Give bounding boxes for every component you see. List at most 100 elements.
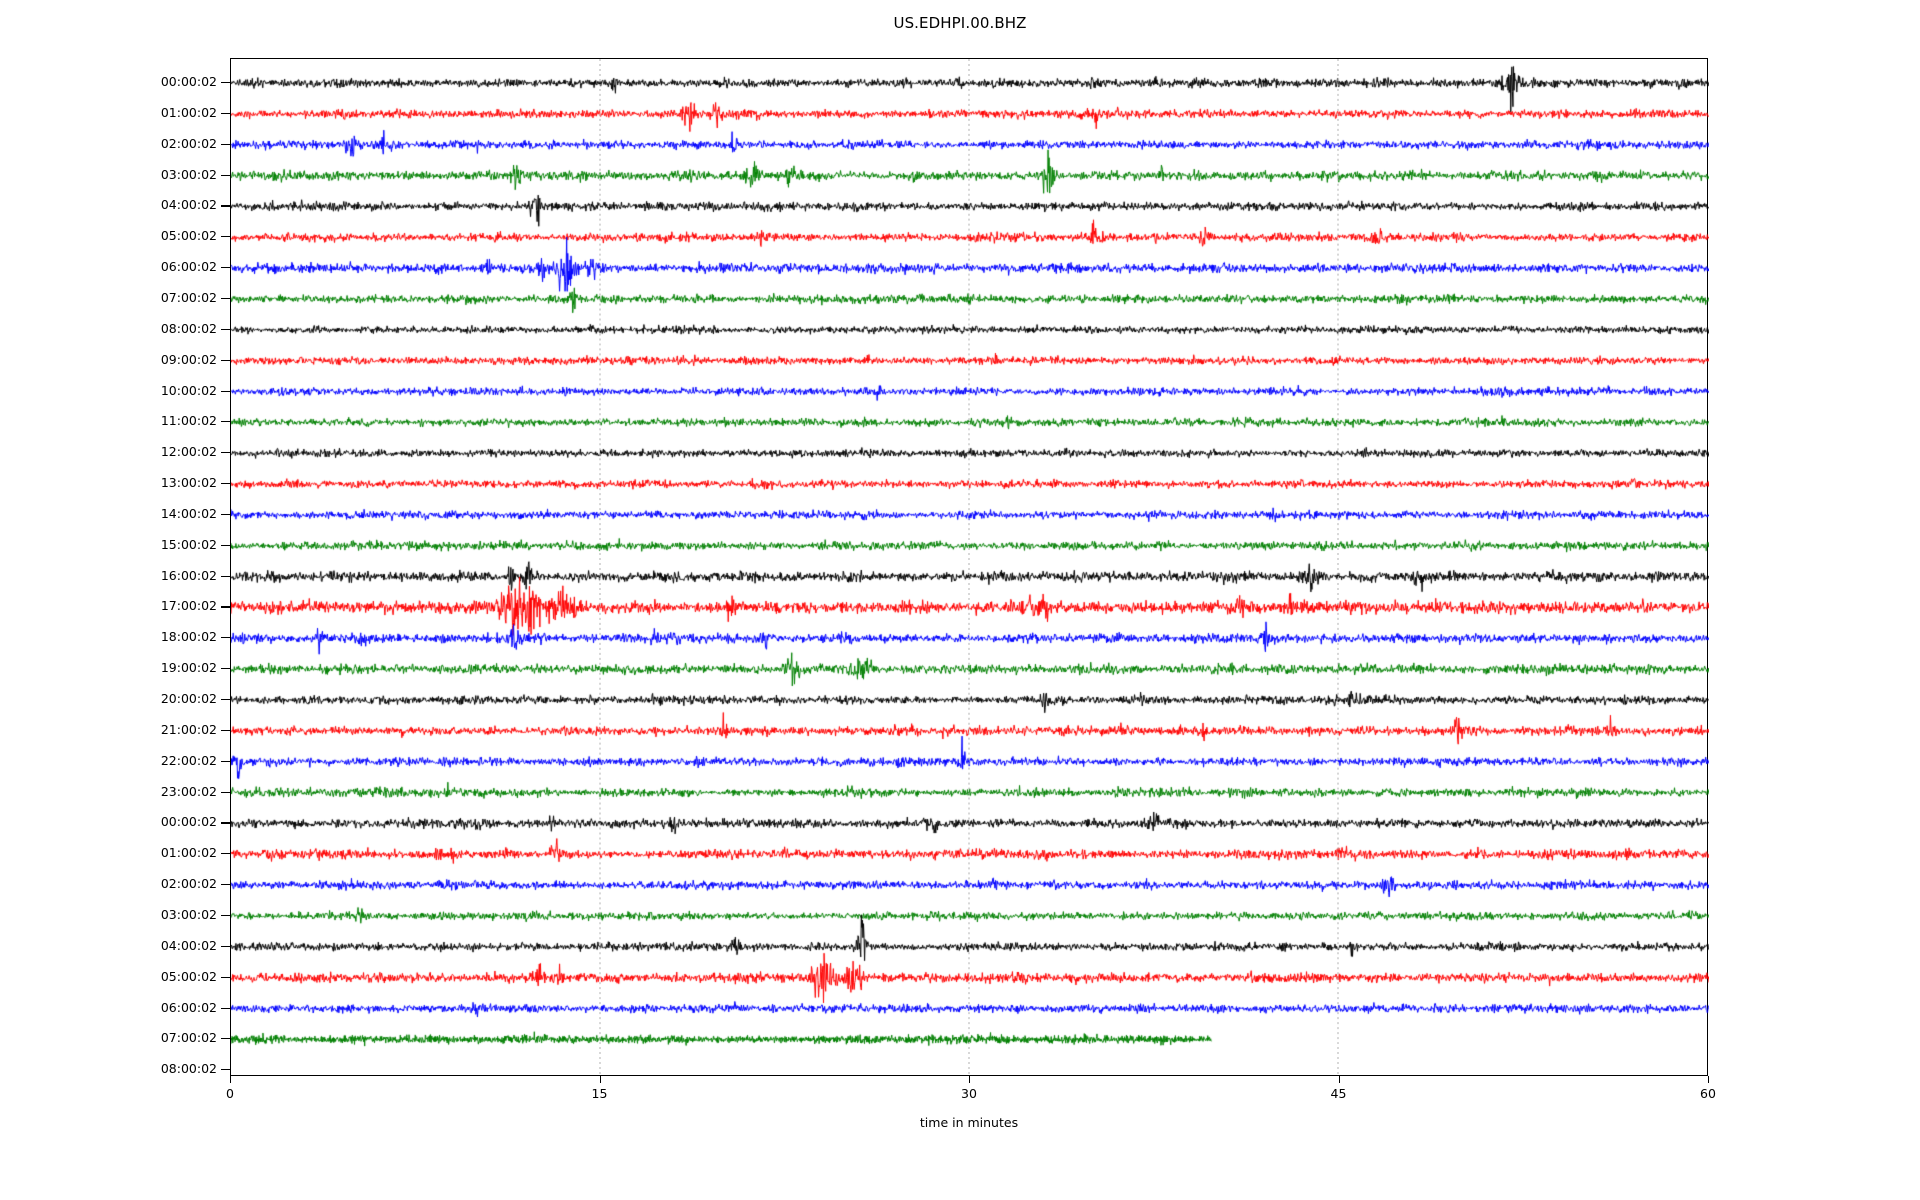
- y-tick-label-text: 08:00:02: [160, 1061, 217, 1077]
- y-tick-mark-9: [221, 359, 230, 361]
- y-tick-mark-28: [221, 945, 230, 947]
- y-tick-mark-20: [221, 699, 230, 701]
- y-tick-label-text: 09:00:02: [160, 351, 217, 367]
- y-tick-label-31: 07:00:02: [0, 1030, 230, 1046]
- y-tick-label-text: 01:00:02: [160, 104, 217, 120]
- y-tick-mark-21: [221, 729, 230, 731]
- y-tick-label-19: 19:00:02: [0, 660, 230, 676]
- y-tick-mark-5: [221, 236, 230, 238]
- y-tick-label-7: 07:00:02: [0, 290, 230, 306]
- y-tick-mark-16: [221, 575, 230, 577]
- y-tick-label-32: 08:00:02: [0, 1061, 230, 1077]
- y-tick-mark-19: [221, 668, 230, 670]
- y-tick-label-text: 05:00:02: [160, 228, 217, 244]
- y-tick-label-20: 20:00:02: [0, 691, 230, 707]
- y-tick-mark-31: [221, 1038, 230, 1040]
- y-tick-label-text: 02:00:02: [160, 135, 217, 151]
- y-tick-label-27: 03:00:02: [0, 907, 230, 923]
- y-tick-label-23: 23:00:02: [0, 784, 230, 800]
- y-tick-mark-29: [221, 976, 230, 978]
- y-tick-label-text: 10:00:02: [160, 382, 217, 398]
- y-tick-label-5: 05:00:02: [0, 228, 230, 244]
- y-tick-mark-2: [221, 143, 230, 145]
- y-tick-mark-26: [221, 884, 230, 886]
- y-tick-label-text: 00:00:02: [160, 814, 217, 830]
- y-tick-label-text: 01:00:02: [160, 845, 217, 861]
- x-axis-title: time in minutes: [919, 1115, 1019, 1130]
- y-tick-mark-10: [221, 390, 230, 392]
- y-tick-label-14: 14:00:02: [0, 506, 230, 522]
- y-tick-label-text: 05:00:02: [160, 968, 217, 984]
- y-tick-label-text: 04:00:02: [160, 937, 217, 953]
- y-tick-label-4: 04:00:02: [0, 197, 230, 213]
- y-tick-mark-18: [221, 637, 230, 639]
- y-tick-label-2: 02:00:02: [0, 136, 230, 152]
- y-tick-label-28: 04:00:02: [0, 938, 230, 954]
- y-tick-mark-12: [221, 452, 230, 454]
- y-tick-mark-30: [221, 1007, 230, 1009]
- y-tick-label-text: 16:00:02: [160, 567, 217, 583]
- y-tick-mark-7: [221, 298, 230, 300]
- x-tick-label-2: 30: [961, 1086, 977, 1101]
- y-tick-label-12: 12:00:02: [0, 444, 230, 460]
- y-tick-label-25: 01:00:02: [0, 845, 230, 861]
- y-tick-label-text: 07:00:02: [160, 290, 217, 305]
- y-tick-mark-25: [221, 853, 230, 855]
- y-tick-label-0: 00:00:02: [0, 74, 230, 90]
- y-tick-label-text: 17:00:02: [160, 598, 217, 614]
- x-tick-label-3: 45: [1330, 1086, 1347, 1101]
- y-tick-mark-32: [221, 1069, 230, 1071]
- y-tick-label-29: 05:00:02: [0, 969, 230, 985]
- y-tick-label-text: 21:00:02: [160, 721, 217, 737]
- y-tick-label-24: 00:00:02: [0, 814, 230, 830]
- y-tick-label-1: 01:00:02: [0, 105, 230, 121]
- y-tick-label-text: 22:00:02: [160, 752, 217, 768]
- y-tick-label-text: 19:00:02: [160, 660, 217, 676]
- y-tick-label-text: 00:00:02: [160, 74, 217, 90]
- y-tick-mark-17: [221, 606, 230, 608]
- y-tick-label-17: 17:00:02: [0, 598, 230, 614]
- x-tick-mark-3: [1338, 1076, 1340, 1083]
- y-tick-mark-1: [221, 112, 230, 114]
- y-tick-mark-15: [221, 544, 230, 546]
- y-tick-mark-4: [221, 205, 230, 207]
- y-tick-label-text: 11:00:02: [160, 413, 217, 429]
- y-tick-label-10: 10:00:02: [0, 383, 230, 399]
- x-tick-label-4: 60: [1700, 1086, 1716, 1101]
- y-tick-mark-27: [221, 914, 230, 917]
- y-tick-label-11: 11:00:02: [0, 413, 230, 429]
- page-title: US.EDHPI.00.BHZ: [893, 14, 1027, 32]
- y-tick-mark-8: [221, 328, 230, 330]
- y-tick-label-30: 06:00:02: [0, 1000, 230, 1016]
- y-tick-label-text: 18:00:02: [160, 629, 217, 645]
- y-tick-label-text: 23:00:02: [160, 783, 217, 799]
- plot-area: [230, 58, 1709, 1077]
- y-tick-label-text: 06:00:02: [160, 999, 217, 1015]
- x-tick-mark-1: [599, 1076, 601, 1083]
- x-tick-mark-4: [1708, 1076, 1710, 1083]
- y-tick-mark-11: [221, 421, 230, 423]
- y-tick-mark-22: [221, 760, 230, 762]
- y-tick-label-text: 12:00:02: [160, 444, 217, 460]
- y-tick-label-text: 07:00:02: [160, 1030, 217, 1046]
- y-tick-mark-23: [221, 791, 230, 793]
- y-tick-label-text: 15:00:02: [160, 536, 217, 552]
- x-tick-label-0: 0: [226, 1086, 234, 1101]
- y-tick-mark-0: [221, 82, 230, 84]
- y-tick-label-text: 13:00:02: [160, 475, 217, 491]
- y-tick-label-13: 13:00:02: [0, 475, 230, 491]
- y-tick-label-text: 03:00:02: [160, 906, 217, 922]
- y-tick-mark-24: [221, 822, 230, 824]
- y-tick-label-text: 04:00:02: [160, 197, 217, 213]
- y-tick-label-text: 02:00:02: [160, 876, 217, 892]
- y-tick-label-text: 14:00:02: [160, 505, 217, 521]
- y-tick-mark-6: [221, 267, 230, 269]
- y-tick-label-9: 09:00:02: [0, 352, 230, 368]
- y-tick-label-text: 06:00:02: [160, 259, 217, 275]
- y-tick-label-22: 22:00:02: [0, 753, 230, 769]
- y-tick-label-8: 08:00:02: [0, 321, 230, 337]
- y-tick-label-text: 03:00:02: [160, 166, 217, 182]
- x-tick-label-1: 15: [591, 1086, 608, 1101]
- x-tick-mark-0: [230, 1076, 232, 1083]
